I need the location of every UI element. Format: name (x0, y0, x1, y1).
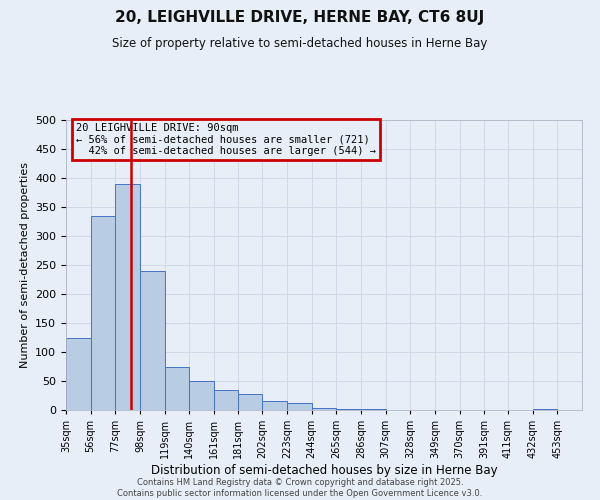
Text: Contains HM Land Registry data © Crown copyright and database right 2025.
Contai: Contains HM Land Registry data © Crown c… (118, 478, 482, 498)
Bar (238, 394, 262, 410)
Bar (66, 338, 91, 410)
Y-axis label: Number of semi-detached properties: Number of semi-detached properties (20, 162, 29, 368)
X-axis label: Distribution of semi-detached houses by size in Herne Bay: Distribution of semi-detached houses by … (151, 464, 497, 477)
Bar (214, 390, 238, 410)
Text: Size of property relative to semi-detached houses in Herne Bay: Size of property relative to semi-detach… (112, 38, 488, 51)
Bar (91, 216, 115, 410)
Bar (311, 408, 337, 410)
Bar (165, 366, 190, 410)
Text: 20, LEIGHVILLE DRIVE, HERNE BAY, CT6 8UJ: 20, LEIGHVILLE DRIVE, HERNE BAY, CT6 8UJ (115, 10, 485, 25)
Bar (140, 271, 165, 410)
Bar (115, 184, 140, 410)
Bar (190, 381, 214, 410)
Text: 20 LEIGHVILLE DRIVE: 90sqm
← 56% of semi-detached houses are smaller (721)
  42%: 20 LEIGHVILLE DRIVE: 90sqm ← 56% of semi… (76, 123, 376, 156)
Bar (287, 403, 311, 410)
Bar (262, 402, 287, 410)
